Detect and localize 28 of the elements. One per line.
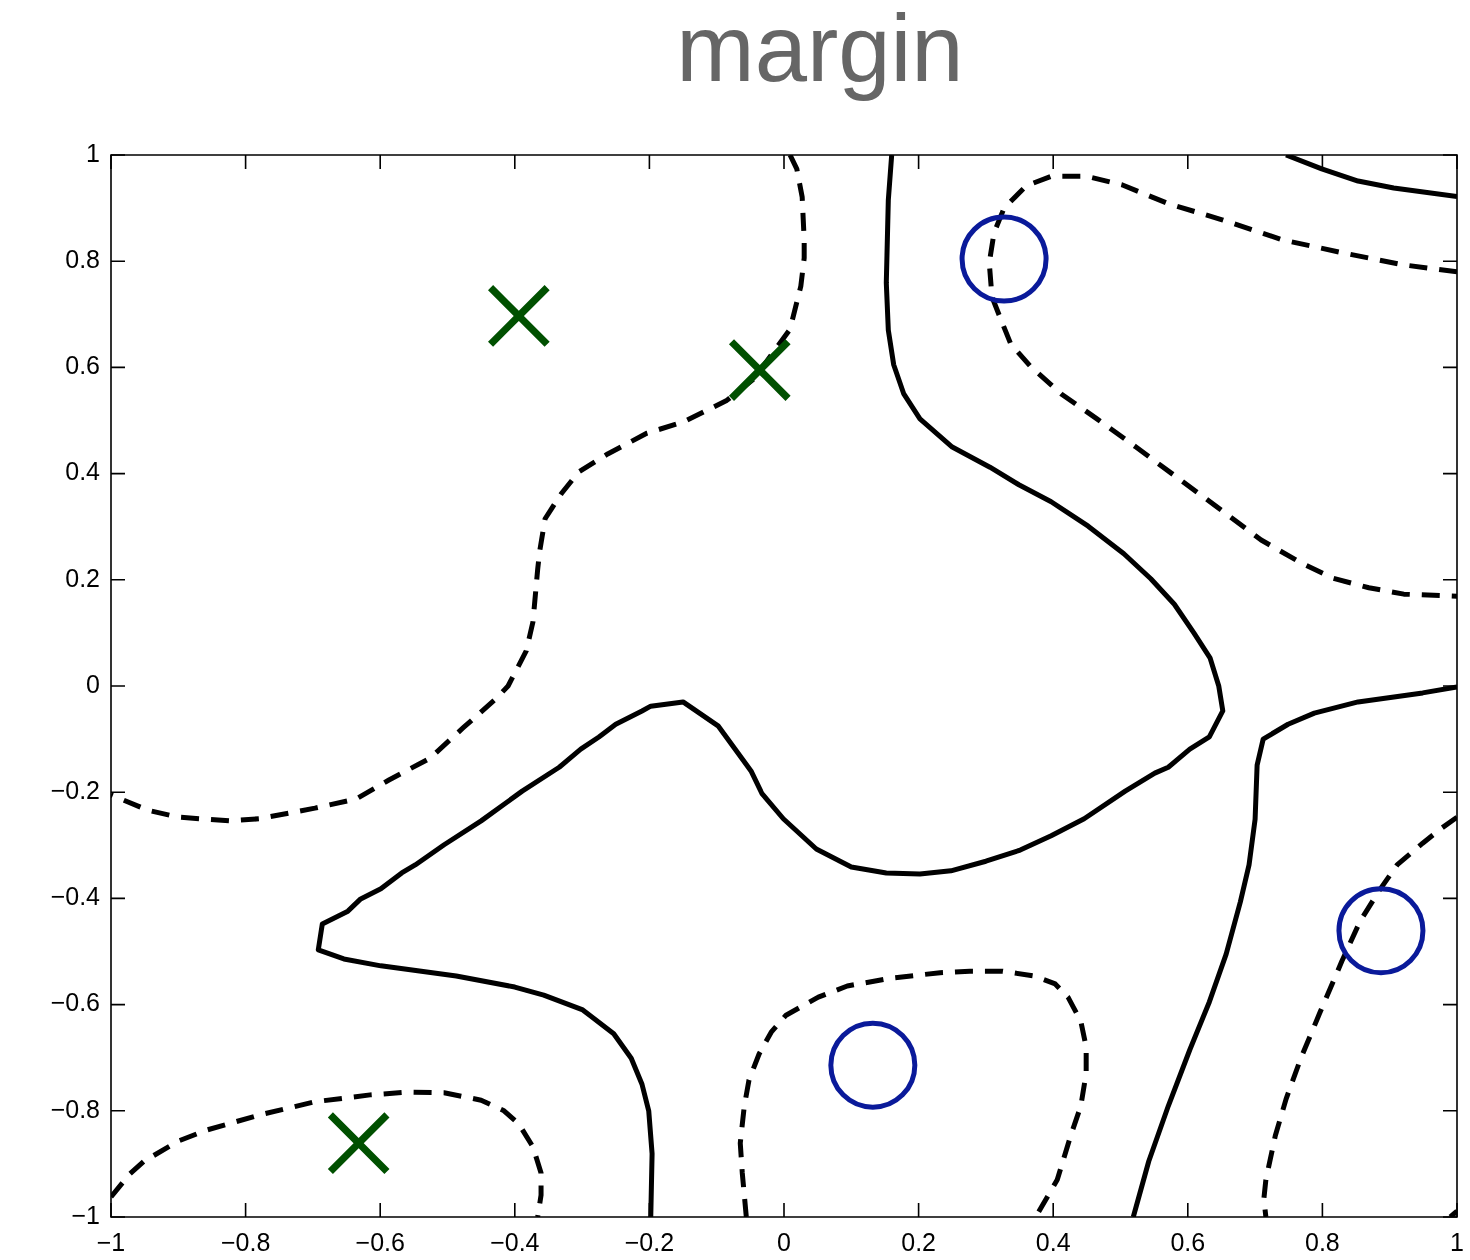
- chart-title: margin: [675, 0, 965, 101]
- x-tick-label: 0.2: [901, 1227, 936, 1256]
- point: [728, 339, 791, 401]
- x-tick-label: −0.4: [490, 1227, 540, 1256]
- x-tick-label: 0.6: [1170, 1227, 1206, 1256]
- x-tick-label: 0.4: [1035, 1227, 1071, 1256]
- y-tick-label: −1: [71, 1200, 100, 1229]
- y-tick-label: 0.4: [65, 457, 101, 486]
- point: [959, 214, 1049, 304]
- x-tick-label: −0.2: [624, 1227, 675, 1256]
- y-tick-label: 0.2: [65, 563, 100, 592]
- x-tick-label: −0.8: [220, 1227, 271, 1256]
- y-tick-label: −0.4: [50, 882, 101, 911]
- point: [1336, 886, 1426, 976]
- point: [488, 285, 550, 347]
- y-tick-label: 1: [86, 138, 100, 167]
- y-tick-label: −0.8: [50, 1094, 100, 1123]
- y-tick-label: 0.8: [65, 245, 100, 274]
- point: [828, 1020, 918, 1110]
- x-tick-label: 0.8: [1305, 1227, 1340, 1256]
- x-tick-label: 1: [1450, 1227, 1464, 1256]
- x-tick-label: −0.6: [355, 1227, 405, 1256]
- point: [327, 1112, 390, 1175]
- y-tick-label: 0: [86, 669, 100, 698]
- y-tick-label: 0.6: [65, 351, 100, 380]
- x-tick-label: 0: [777, 1227, 791, 1256]
- y-tick-label: −0.2: [50, 776, 100, 805]
- y-tick-label: −0.6: [50, 988, 100, 1017]
